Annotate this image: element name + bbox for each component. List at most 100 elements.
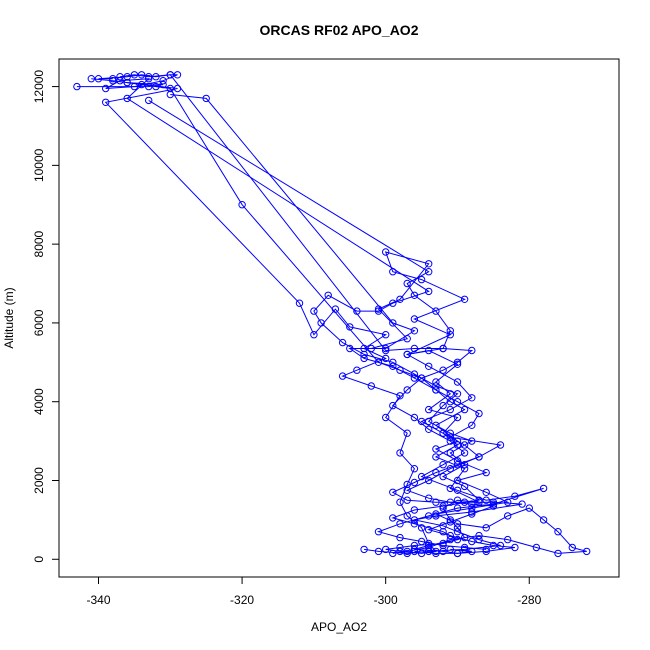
data-point — [360, 350, 368, 359]
data-point — [152, 82, 160, 91]
data-point — [460, 498, 469, 506]
data-point — [374, 528, 383, 536]
series-5 — [145, 96, 548, 554]
data-point — [173, 71, 182, 79]
data-point — [310, 331, 318, 339]
data-point — [453, 390, 462, 398]
data-point — [432, 421, 440, 429]
data-point — [123, 73, 131, 81]
data-point — [403, 279, 411, 288]
data-point — [389, 319, 397, 327]
series-2 — [94, 71, 483, 558]
series-3 — [166, 90, 591, 558]
data-point — [446, 398, 454, 406]
x-tick-label: -340 — [86, 593, 110, 607]
data-point — [338, 372, 347, 380]
series-line — [76, 82, 480, 554]
data-point — [432, 512, 440, 520]
data-point — [439, 502, 447, 510]
data-point — [410, 413, 419, 422]
data-point — [504, 535, 512, 544]
data-point — [439, 429, 447, 437]
data-point — [382, 331, 390, 339]
data-point — [475, 496, 483, 504]
data-point — [425, 512, 433, 520]
y-tick-label: 12000 — [32, 70, 46, 104]
data-point — [410, 520, 419, 528]
data-point — [446, 327, 454, 335]
data-point — [102, 84, 110, 93]
data-point — [446, 390, 454, 398]
data-point — [489, 502, 498, 510]
data-point — [439, 344, 447, 353]
data-point — [403, 496, 411, 504]
data-point — [583, 547, 591, 556]
data-point — [446, 433, 454, 441]
data-point — [446, 535, 454, 544]
data-point — [425, 425, 433, 433]
data-point — [439, 366, 447, 374]
data-point — [482, 545, 490, 554]
data-point — [374, 547, 383, 556]
data-point — [410, 478, 419, 487]
data-point — [87, 75, 96, 83]
data-point — [353, 366, 361, 374]
data-point — [310, 307, 318, 315]
data-point — [460, 543, 469, 552]
chart-title: ORCAS RF02 APO_AO2 — [260, 22, 419, 38]
data-point — [382, 354, 390, 363]
data-point — [417, 417, 426, 426]
data-point — [425, 494, 433, 502]
data-point — [145, 73, 153, 81]
data-point — [468, 421, 476, 429]
data-point — [410, 516, 419, 524]
data-point — [432, 549, 440, 558]
data-point — [468, 508, 476, 516]
series-line — [119, 74, 515, 554]
data-point — [475, 531, 483, 540]
data-point — [460, 449, 469, 457]
data-point — [489, 500, 498, 508]
data-point — [382, 545, 390, 554]
x-tick-label: -320 — [230, 593, 254, 607]
data-point — [468, 537, 476, 546]
data-point — [539, 484, 548, 493]
data-point — [432, 307, 440, 315]
data-point — [453, 358, 462, 366]
data-point — [396, 547, 404, 556]
data-point — [539, 516, 548, 524]
data-point — [403, 386, 411, 394]
data-point — [432, 445, 440, 453]
data-point — [425, 547, 433, 556]
data-point — [453, 457, 462, 465]
data-point — [446, 405, 454, 414]
data-point — [403, 429, 411, 437]
data-point — [410, 344, 419, 353]
data-point — [382, 248, 390, 256]
data-point — [389, 358, 397, 366]
data-point — [123, 78, 131, 87]
data-point — [425, 543, 433, 552]
series-1 — [73, 78, 483, 558]
data-point — [439, 472, 447, 481]
data-point — [475, 409, 483, 418]
data-point — [460, 465, 469, 473]
data-point — [446, 437, 454, 445]
data-point — [417, 537, 426, 546]
y-tick-label: 4000 — [32, 388, 46, 415]
data-point — [453, 549, 462, 558]
data-point — [410, 547, 419, 556]
data-point — [410, 465, 419, 473]
data-point — [389, 299, 397, 307]
series-line — [170, 94, 587, 554]
x-axis-label: APO_AO2 — [311, 620, 367, 634]
data-point — [475, 453, 483, 461]
data-point — [482, 488, 490, 496]
series-6 — [116, 71, 519, 558]
data-point — [511, 543, 519, 552]
series-line — [148, 99, 544, 550]
data-point — [432, 498, 440, 506]
data-point — [410, 315, 419, 323]
data-point — [453, 528, 462, 536]
